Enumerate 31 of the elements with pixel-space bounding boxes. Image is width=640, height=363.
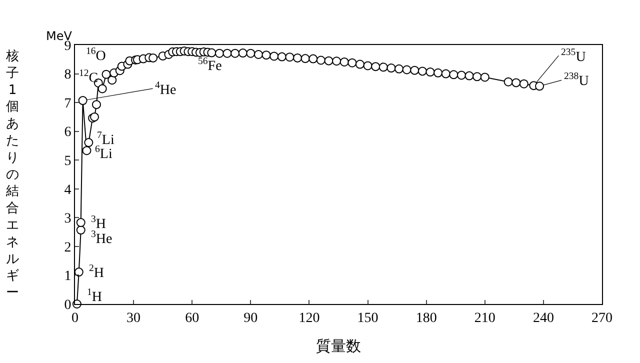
y-tick-label: 0: [64, 298, 72, 313]
y-tick-label: 2: [64, 240, 72, 256]
x-tick-label: 180: [416, 310, 437, 326]
y-tick-label: 3: [64, 212, 72, 227]
annotation: $^{1}$H: [87, 287, 102, 305]
x-tick-label: 60: [185, 310, 200, 326]
annotation: $^{3}$He: [91, 229, 112, 247]
y-tick-label: 9: [64, 38, 72, 54]
x-tick-label: 240: [532, 310, 554, 326]
y-tick-label: 7: [64, 96, 72, 112]
y-tick-label: 5: [64, 154, 72, 170]
y-tick-label: 8: [64, 68, 72, 83]
text: 核子1個あたりの結合エネルギー: [6, 49, 19, 301]
annotation: $^{2}$H: [89, 263, 104, 281]
x-tick-label: 30: [126, 310, 141, 326]
annotation: $^{16}$O: [86, 46, 106, 64]
annotation: $^{238}$U: [564, 71, 589, 89]
annotation: $^{3}$H: [91, 214, 106, 232]
annotation: $^{56}$Fe: [198, 56, 222, 74]
annotation: $^{235}$U: [561, 47, 586, 65]
x-tick-label: 150: [357, 310, 378, 326]
y-tick-label: 1: [64, 269, 72, 284]
y-tick-label: 6: [64, 125, 72, 140]
x-tick-label: 270: [592, 310, 612, 326]
x-axis-title: 質量数: [316, 336, 361, 355]
annotation: $^{4}$He: [155, 80, 176, 98]
x-tick-label: 120: [298, 310, 320, 326]
y-tick-label: 4: [64, 182, 72, 198]
x-tick-label: 90: [244, 310, 258, 326]
annotation: $^{12}$C: [79, 68, 98, 86]
x-tick-label: 210: [474, 310, 496, 326]
